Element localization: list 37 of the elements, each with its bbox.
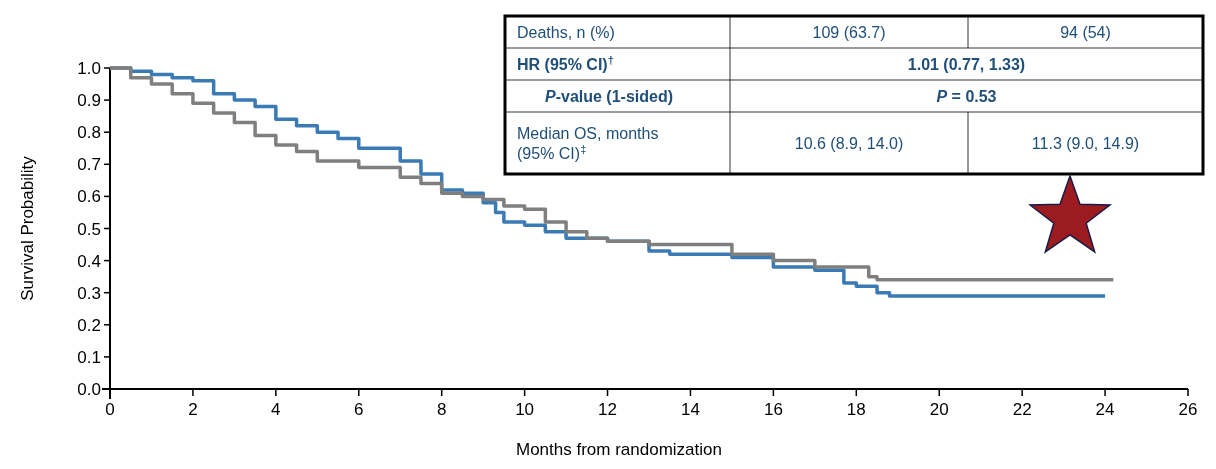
y-tick-label: 0.4 xyxy=(77,251,101,271)
annotation: 10.6 (8.9, 14.0) xyxy=(794,135,904,152)
x-tick-label: 8 xyxy=(436,400,447,419)
x-tick-label: 6 xyxy=(354,400,364,419)
x-tick-label: 0 xyxy=(105,400,115,419)
y-tick-label: 0.8 xyxy=(77,123,101,143)
x-axis-title: Months from randomization xyxy=(516,440,722,459)
y-tick-label: 0.1 xyxy=(77,347,101,367)
y-tick-label: 0.6 xyxy=(77,187,101,207)
y-tick-label: 0.0 xyxy=(77,380,101,399)
annotation: 11.3 (9.0, 14.9) xyxy=(1031,135,1140,152)
x-tick-label: 22 xyxy=(1012,400,1032,419)
y-tick-label: 0.9 xyxy=(77,91,101,111)
x-tick-label: 12 xyxy=(598,400,617,419)
x-tick-label: 2 xyxy=(188,400,198,419)
annotation: 1.01 (0.77, 1.33) xyxy=(907,56,1026,73)
x-tick-label: 20 xyxy=(929,400,949,419)
text: 94 (54) xyxy=(1060,24,1111,41)
x-tick-label: 10 xyxy=(515,400,535,419)
y-tick-label: 1.0 xyxy=(77,59,101,78)
annotation: P-value (1-sided) xyxy=(545,88,674,105)
x-tick-label: 24 xyxy=(1095,400,1115,419)
text: Deaths, n (%) xyxy=(517,24,615,41)
x-tick-label: 18 xyxy=(846,400,866,419)
text: 109 (63.7) xyxy=(812,24,886,41)
x-tick-label: 16 xyxy=(763,400,783,419)
y-axis-title: Survival Probability xyxy=(18,155,37,301)
x-tick-label: 14 xyxy=(681,400,700,419)
x-tick-label: 26 xyxy=(1178,400,1198,419)
y-tick-label: 0.3 xyxy=(77,283,101,303)
annotation: Median OS, months (95% CI)$^{‡}$ xyxy=(517,125,659,162)
annotation: P = 0.53 xyxy=(936,88,997,105)
y-tick-label: 0.5 xyxy=(77,219,101,239)
y-tick-label: 0.2 xyxy=(77,315,101,335)
y-tick-label: 0.7 xyxy=(77,155,101,175)
x-tick-label: 4 xyxy=(271,400,281,419)
annotation: HR (95% CI)$^{†}$ xyxy=(517,54,614,73)
